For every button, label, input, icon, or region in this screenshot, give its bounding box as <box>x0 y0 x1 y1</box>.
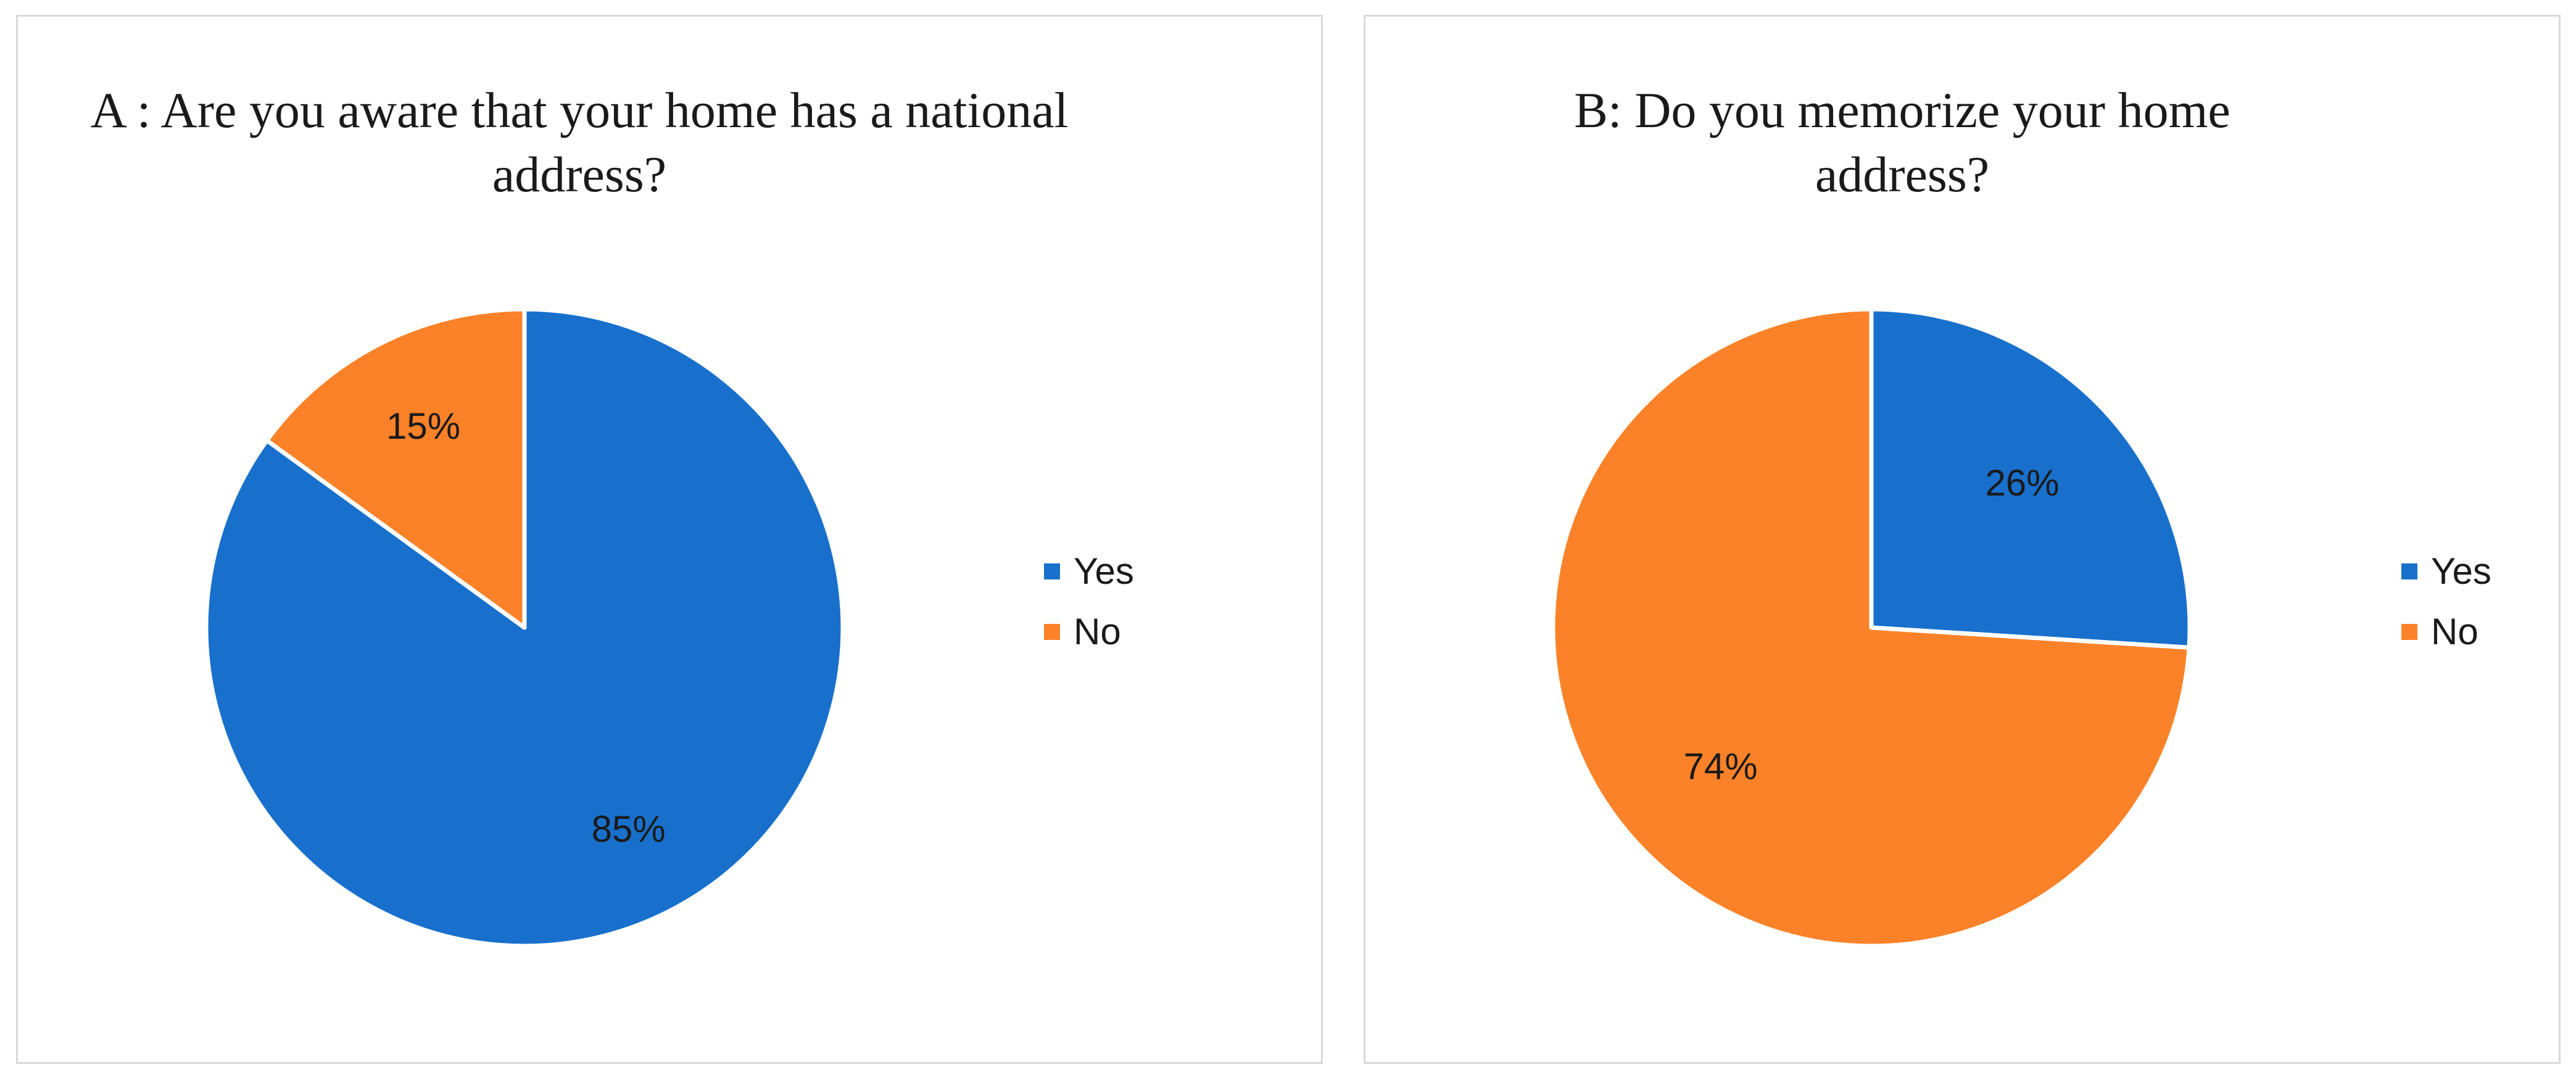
legend-a: Yes No <box>1044 552 1134 673</box>
chart-title-a: A : Are you aware that your home has a n… <box>90 82 1069 202</box>
legend-swatch-no <box>1044 624 1060 640</box>
legend-b: Yes No <box>2401 552 2491 673</box>
legend-item-no: No <box>1044 612 1134 652</box>
legend-item-yes: Yes <box>2401 552 2491 591</box>
slice-label-yes: 85% <box>592 808 666 850</box>
legend-swatch-no <box>2401 624 2417 640</box>
slice-label-yes: 26% <box>1985 462 2059 504</box>
legend-label-yes: Yes <box>1074 550 1134 592</box>
legend-swatch-yes <box>2401 563 2417 579</box>
legend-item-yes: Yes <box>1044 552 1134 591</box>
pie-slice-yes <box>1869 307 2192 650</box>
chart-title-b: B: Do you memorize your home address? <box>1574 82 2230 202</box>
pie-slice-no <box>1551 307 2192 948</box>
legend-label-no: No <box>2431 611 2479 652</box>
slice-label-no: 15% <box>386 405 460 447</box>
legend-swatch-yes <box>1044 563 1060 579</box>
pie-slice-no <box>265 307 527 630</box>
legend-label-yes: Yes <box>2431 550 2491 592</box>
legend-label-no: No <box>1074 611 1121 652</box>
slice-label-no: 74% <box>1683 745 1757 787</box>
legend-item-no: No <box>2401 612 2491 652</box>
